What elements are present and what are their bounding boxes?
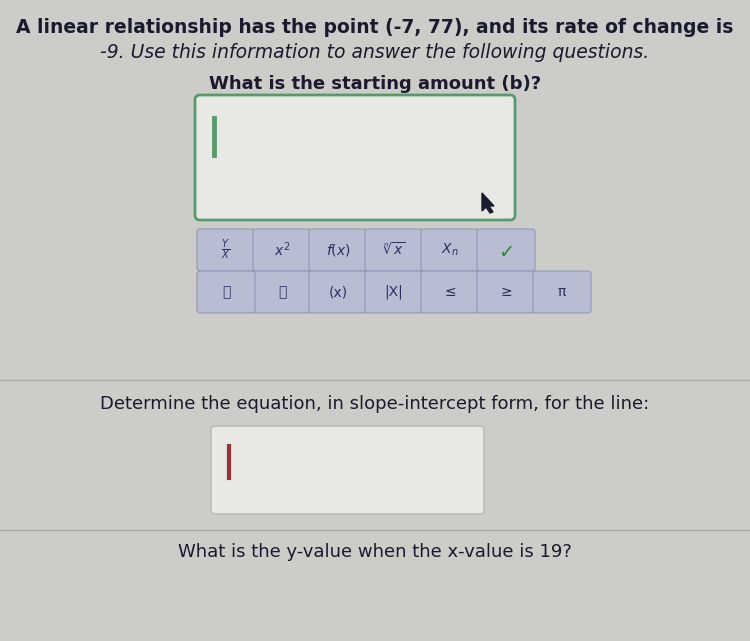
FancyBboxPatch shape: [365, 229, 423, 271]
Text: -9. Use this information to answer the following questions.: -9. Use this information to answer the f…: [100, 43, 650, 62]
Text: (x): (x): [328, 285, 347, 299]
Text: |X|: |X|: [385, 285, 404, 299]
FancyBboxPatch shape: [253, 271, 311, 313]
FancyBboxPatch shape: [421, 229, 479, 271]
Text: A linear relationship has the point (-7, 77), and its rate of change is: A linear relationship has the point (-7,…: [16, 18, 734, 37]
FancyBboxPatch shape: [365, 271, 423, 313]
FancyBboxPatch shape: [211, 426, 484, 514]
Text: 🗑: 🗑: [278, 285, 286, 299]
Text: $f(x)$: $f(x)$: [326, 242, 350, 258]
Text: $X_n$: $X_n$: [441, 242, 459, 258]
Text: ≤: ≤: [444, 285, 456, 299]
FancyBboxPatch shape: [533, 271, 591, 313]
FancyBboxPatch shape: [309, 271, 367, 313]
FancyBboxPatch shape: [253, 229, 311, 271]
Text: $x^2$: $x^2$: [274, 241, 290, 260]
FancyBboxPatch shape: [477, 229, 535, 271]
Text: ≥: ≥: [500, 285, 512, 299]
Text: 🗑: 🗑: [222, 285, 230, 299]
FancyBboxPatch shape: [195, 95, 515, 220]
FancyBboxPatch shape: [309, 229, 367, 271]
FancyBboxPatch shape: [477, 271, 535, 313]
FancyBboxPatch shape: [421, 271, 479, 313]
Text: What is the starting amount (b)?: What is the starting amount (b)?: [209, 75, 541, 93]
Text: What is the y-value when the x-value is 19?: What is the y-value when the x-value is …: [178, 543, 572, 561]
FancyBboxPatch shape: [197, 271, 255, 313]
FancyBboxPatch shape: [197, 229, 255, 271]
Polygon shape: [482, 193, 494, 213]
Text: $\checkmark$: $\checkmark$: [499, 240, 514, 260]
Text: $\frac{Y}{X}$: $\frac{Y}{X}$: [221, 238, 231, 262]
Text: Determine the equation, in slope-intercept form, for the line:: Determine the equation, in slope-interce…: [100, 395, 650, 413]
Text: $\sqrt[n]{x}$: $\sqrt[n]{x}$: [382, 242, 405, 258]
Text: π: π: [558, 285, 566, 299]
